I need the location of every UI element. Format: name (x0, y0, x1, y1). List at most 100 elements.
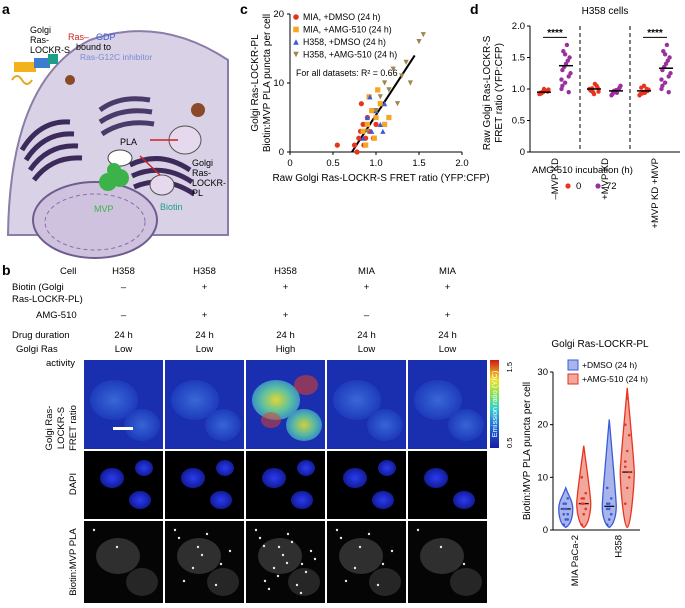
d-point (662, 80, 668, 85)
c-point-3 (364, 128, 370, 134)
label-pla: PLA (120, 137, 137, 147)
label-ras-gdp-2: GDP (96, 32, 116, 42)
row-label-fret-1: Golgi Ras- (44, 406, 55, 451)
c-point-2 (380, 128, 386, 134)
row-header-cell: Cell (60, 266, 76, 277)
label-ras-1: Ras- (30, 35, 49, 45)
panel-c-scatter: 0 0.5 1.0 1.5 2.0 0 10 20 Raw Golgi Ras-LOCKR-S … (250, 9, 490, 184)
label-pl: PL (192, 188, 203, 198)
col-duration: 24 h (357, 330, 376, 341)
c-point-1 (363, 142, 369, 148)
v-y-tick-label: 30 (537, 367, 548, 378)
panel-label-d: d (470, 1, 479, 17)
v-title: Golgi Ras-LOCKR-PL (551, 339, 649, 350)
c-point-1 (371, 135, 377, 141)
row-header-biotin-1: Biotin (Golgi (12, 282, 64, 293)
v-y-label: Biotin:MVP PLA puncta per cell (522, 382, 533, 520)
row-header-ras-2: activity (46, 358, 75, 369)
c-legend-entry: H358, +DMSO (24 h) (303, 37, 386, 47)
v-point (580, 523, 584, 527)
d-y-label-1: Raw Golgi Ras-LOCKR-S (482, 35, 493, 150)
col-biotin: + (445, 282, 451, 293)
col-activity: Low (439, 344, 457, 355)
col-cell: H358 (193, 266, 216, 277)
v-point (605, 502, 609, 505)
label-ras-gdp-1: Ras– (68, 32, 89, 42)
d-point (559, 77, 564, 82)
col-duration: 24 h (438, 330, 457, 341)
c-point-2 (382, 101, 388, 107)
c-point-1 (373, 114, 379, 121)
v-point (582, 497, 586, 500)
col-biotin: + (364, 282, 370, 293)
c-point-3 (403, 59, 409, 65)
v-point (562, 523, 566, 527)
col-cell: H358 (274, 266, 297, 277)
col-activity: Low (115, 344, 133, 355)
col-activity: Low (196, 344, 214, 355)
d-point (666, 89, 671, 95)
v-point (607, 507, 611, 511)
v-point (625, 397, 629, 400)
col-duration: 24 h (195, 330, 214, 341)
d-point (659, 77, 664, 82)
d-group-label: –MVP KD (550, 158, 561, 200)
col-activity: Low (358, 344, 376, 355)
c-point-3 (390, 66, 396, 72)
c-x-tick-label: 0.5 (326, 158, 339, 169)
v-point (582, 512, 586, 516)
col-biotin: + (283, 282, 289, 293)
v-point (605, 523, 609, 527)
er-stacks (19, 119, 196, 197)
panel-label-c: c (240, 1, 248, 17)
v-y-tick-label: 10 (537, 472, 548, 483)
d-legend-marker (595, 183, 601, 189)
d-y-tick-label: 1.5 (512, 53, 525, 64)
col-amg: + (283, 310, 289, 321)
v-point (580, 502, 584, 505)
v-category-label: MIA PaCa-2 (570, 535, 581, 586)
label-golgi-1: Golgi (30, 25, 51, 35)
c-point-1 (375, 87, 381, 93)
c-point-0 (356, 135, 362, 141)
c-point-3 (386, 87, 392, 93)
d-legend-title: AMG-510 incubation (h) (532, 165, 633, 176)
dapi-image (165, 451, 244, 519)
v-point (623, 502, 627, 505)
v-point (580, 497, 584, 500)
c-point-0 (334, 142, 340, 148)
v-y-tick-label: 20 (537, 420, 548, 431)
d-y-label-2: FRET ratio (YFP:CFP) (494, 43, 505, 143)
v-point (566, 512, 570, 516)
c-y-tick-label: 10 (273, 78, 284, 89)
v-point (623, 460, 627, 463)
label-lockr-s: LOCKR-S (30, 45, 70, 55)
c-point-2 (377, 121, 383, 127)
image-row-labels: Golgi Ras- LOCKR-S FRET ratio DAPI Bioti… (44, 405, 79, 596)
c-y-label-1: Golgi Ras-LOCKR-PL (250, 34, 261, 132)
c-x-tick-label: 1.5 (412, 158, 425, 169)
row-label-fret-2: LOCKR-S (56, 407, 67, 449)
v-point (607, 502, 611, 505)
v-point (605, 507, 609, 511)
c-point-1 (382, 121, 388, 127)
d-y-tick-label: 0.5 (512, 116, 525, 127)
row-label-pla: Biotin:MVP PLA (68, 528, 79, 596)
d-point (564, 42, 570, 48)
c-legend-marker (293, 26, 299, 33)
d-y-tick-label: 0 (520, 147, 525, 158)
panel-b-image-grid (84, 360, 487, 603)
row-label-dapi: DAPI (68, 473, 79, 495)
v-point (627, 470, 631, 474)
c-point-3 (416, 39, 422, 45)
c-legend-marker (293, 14, 299, 20)
c-legend-marker (293, 51, 299, 58)
panel-b-violin: Golgi Ras-LOCKR-PL 0 10 20 30 Biotin:MVP PLA … (522, 339, 649, 586)
d-point (546, 87, 551, 92)
label-biotin: Biotin (160, 202, 183, 212)
c-point-0 (358, 101, 364, 107)
v-violin (558, 485, 574, 529)
c-point-2 (360, 135, 366, 141)
c-x-tick-label: 0 (287, 158, 292, 169)
